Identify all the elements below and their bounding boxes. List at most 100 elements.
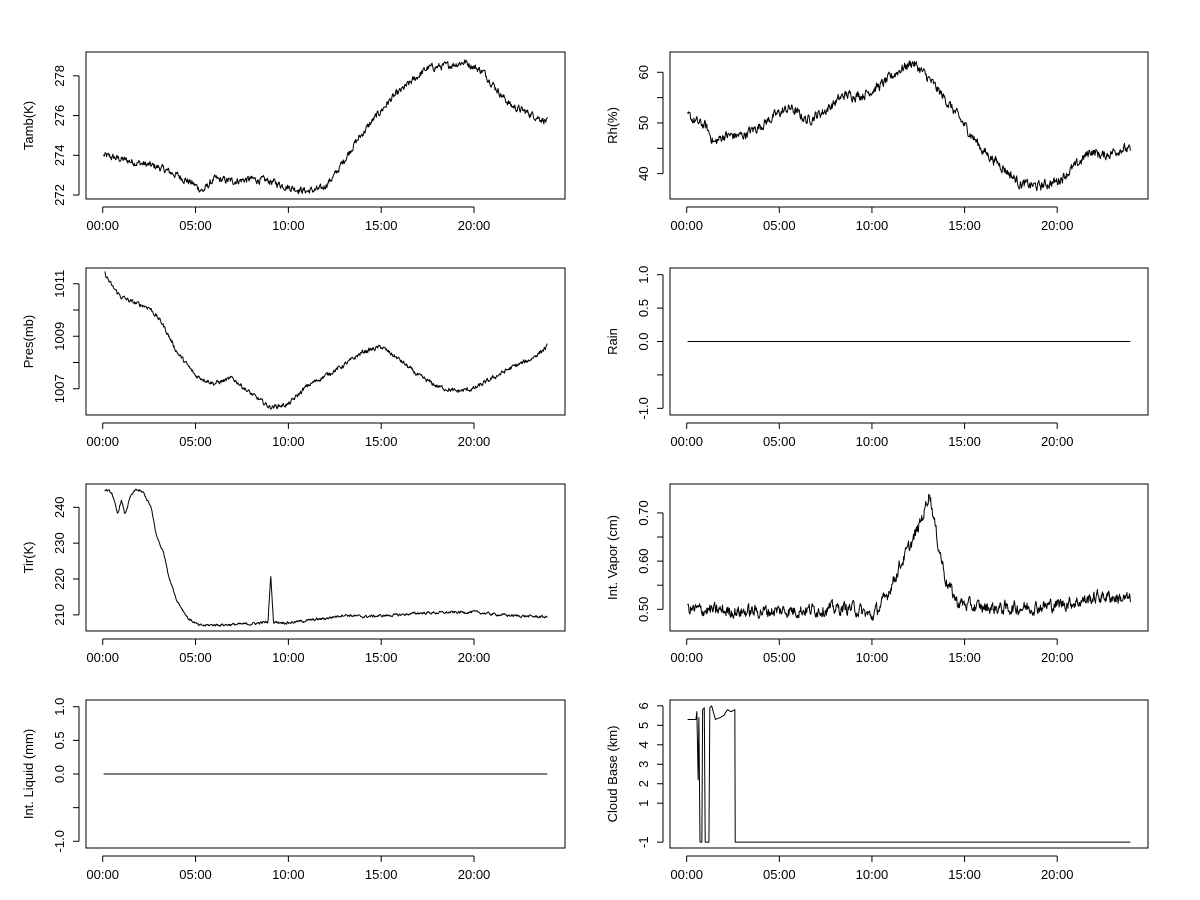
y-tick-label: 278	[52, 65, 67, 87]
y-tick-label: 274	[52, 144, 67, 166]
y-tick-label: 3	[636, 761, 651, 768]
y-tick-label: 0.60	[636, 548, 651, 573]
x-tick-label: 00:00	[670, 867, 703, 882]
x-tick-label: 15:00	[365, 434, 398, 449]
x-tick-label: 15:00	[365, 867, 398, 882]
y-tick-label: 1.0	[52, 698, 67, 716]
y-tick-label: 230	[52, 532, 67, 554]
y-tick-label: 0.70	[636, 500, 651, 525]
series-line	[104, 271, 548, 410]
x-tick-label: 05:00	[763, 867, 796, 882]
y-tick-label: 40	[636, 166, 651, 180]
x-tick-label: 10:00	[272, 218, 305, 233]
x-tick-label: 10:00	[856, 867, 889, 882]
x-tick-label: 00:00	[86, 434, 119, 449]
y-axis-label: Int. Liquid (mm)	[21, 729, 36, 819]
plot-frame	[669, 699, 1149, 849]
x-tick-label: 00:00	[86, 218, 119, 233]
x-tick-label: 15:00	[948, 434, 981, 449]
x-tick-label: 15:00	[948, 650, 981, 665]
panel-6: 00:00 05:00 10:00 15:00 20:00 0.50 0.60 0.70 Int…	[605, 483, 1149, 665]
x-tick-label: 10:00	[856, 434, 889, 449]
series-line	[687, 705, 1131, 843]
y-tick-label: 1.0	[636, 266, 651, 284]
y-tick-label: 60	[636, 65, 651, 79]
series-line	[103, 59, 548, 195]
y-axis-label: Pres(mb)	[21, 315, 36, 368]
plot-frame	[85, 267, 566, 416]
y-tick-label: 50	[636, 116, 651, 130]
panel-4: 00:00 05:00 10:00 15:00 20:00 -1.0 0.0 0.5 1.0 Ra…	[605, 266, 1149, 449]
panel-5: 00:00 05:00 10:00 15:00 20:00 210 220 230 240 Tir…	[21, 483, 566, 665]
x-tick-label: 20:00	[458, 434, 491, 449]
x-tick-label: 00:00	[86, 867, 119, 882]
y-tick-label: 6	[636, 702, 651, 709]
plot-frame	[669, 483, 1149, 632]
panel-1: 00:00 05:00 10:00 15:00 20:00 272 274 276 278 Tam…	[21, 51, 566, 233]
plot-frame	[669, 51, 1149, 200]
x-tick-label: 15:00	[948, 218, 981, 233]
y-tick-label: 240	[52, 496, 67, 518]
y-axis-label: Cloud Base (km)	[605, 726, 620, 823]
y-axis-label: Tamb(K)	[21, 101, 36, 150]
y-tick-label: 0.0	[636, 332, 651, 350]
x-tick-label: 05:00	[763, 218, 796, 233]
y-tick-label: 220	[52, 568, 67, 590]
plot-frame	[669, 267, 1149, 416]
y-tick-label: 0.5	[52, 731, 67, 749]
x-tick-label: 10:00	[272, 434, 305, 449]
x-tick-label: 00:00	[670, 434, 703, 449]
y-tick-label: 5	[636, 722, 651, 729]
y-tick-label: 1009	[52, 322, 67, 351]
y-tick-label: 272	[52, 184, 67, 206]
y-tick-label: 0.5	[636, 299, 651, 317]
x-tick-label: 15:00	[365, 218, 398, 233]
x-tick-label: 05:00	[179, 434, 212, 449]
y-tick-label: -1.0	[52, 830, 67, 852]
y-tick-label: 1011	[52, 270, 67, 298]
panel-8: 00:00 05:00 10:00 15:00 20:00 -1 1 2 3 4 5 6 Cloud B…	[605, 699, 1149, 882]
x-tick-label: 20:00	[458, 218, 491, 233]
y-tick-label: 276	[52, 105, 67, 127]
y-tick-label: -1.0	[636, 397, 651, 419]
y-axis-label: Tir(K)	[21, 541, 36, 573]
y-tick-label: 1007	[52, 374, 67, 403]
series-line	[104, 488, 548, 627]
x-tick-label: 20:00	[1041, 218, 1074, 233]
x-tick-label: 05:00	[763, 650, 796, 665]
x-tick-label: 05:00	[179, 867, 212, 882]
y-tick-label: -1	[636, 836, 651, 848]
y-tick-label: 0.50	[636, 597, 651, 622]
y-tick-label: 210	[52, 604, 67, 626]
x-tick-label: 05:00	[179, 218, 212, 233]
x-tick-label: 10:00	[272, 867, 305, 882]
plot-frame	[85, 51, 566, 200]
x-tick-label: 05:00	[763, 434, 796, 449]
x-tick-label: 05:00	[179, 650, 212, 665]
y-tick-label: 1	[636, 800, 651, 807]
x-tick-label: 20:00	[1041, 434, 1074, 449]
x-tick-label: 10:00	[856, 650, 889, 665]
x-tick-label: 20:00	[1041, 650, 1074, 665]
panel-2: 00:00 05:00 10:00 15:00 20:00 40 50 60 Rh(%)	[605, 51, 1149, 233]
x-tick-label: 10:00	[856, 218, 889, 233]
x-tick-label: 15:00	[365, 650, 398, 665]
series-line	[687, 60, 1131, 192]
panel-3: 00:00 05:00 10:00 15:00 20:00 1007 1009 1011 Pre…	[21, 267, 566, 449]
series-line	[687, 493, 1131, 621]
y-axis-label: Rain	[605, 328, 620, 355]
x-tick-label: 20:00	[1041, 867, 1074, 882]
y-tick-label: 4	[636, 741, 651, 748]
x-tick-label: 20:00	[458, 650, 491, 665]
x-tick-label: 20:00	[458, 867, 491, 882]
x-tick-label: 00:00	[670, 650, 703, 665]
x-tick-label: 10:00	[272, 650, 305, 665]
panel-7: 00:00 05:00 10:00 15:00 20:00 -1.0 0.0 0.5 1.0 In…	[21, 698, 566, 882]
plot-frame	[85, 483, 566, 632]
x-tick-label: 00:00	[86, 650, 119, 665]
x-tick-label: 15:00	[948, 867, 981, 882]
y-tick-label: 0.0	[52, 765, 67, 783]
y-axis-label: Rh(%)	[605, 107, 620, 144]
y-tick-label: 2	[636, 780, 651, 787]
